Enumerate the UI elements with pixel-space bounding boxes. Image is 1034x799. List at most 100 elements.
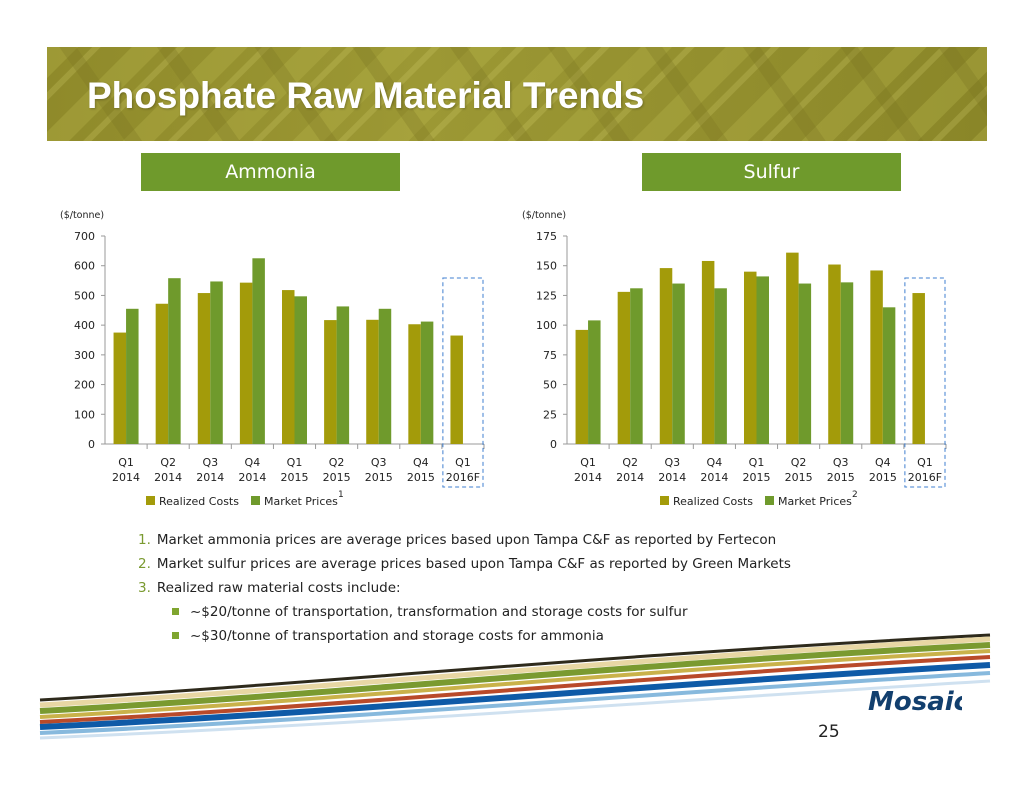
bar-realized-costs: [659, 268, 673, 444]
bar-market-prices: [672, 283, 685, 444]
bar-market-prices: [420, 321, 434, 444]
square-bullet-icon: [172, 631, 179, 639]
x-tick-label-year: 2015: [365, 471, 393, 484]
x-tick-label-year: 2014: [154, 471, 182, 484]
legend-footnote-marker: 1: [338, 490, 344, 500]
legend-label-realized: Realized Costs: [673, 495, 753, 508]
bar-realized-costs: [324, 320, 337, 444]
bar-market-prices: [840, 282, 854, 444]
banner-pattern: [47, 47, 987, 141]
x-tick-label-quarter: Q3: [833, 456, 849, 469]
bar-market-prices: [882, 307, 896, 444]
bar-realized-costs: [197, 293, 211, 444]
bar-market-prices: [756, 276, 769, 444]
x-tick-label-quarter: Q1: [118, 456, 134, 469]
legend-swatch-market: [251, 496, 260, 505]
bar-realized-costs: [408, 324, 421, 444]
footnote-text: Market sulfur prices are average prices …: [156, 556, 791, 572]
legend-swatch-realized: [660, 496, 669, 505]
bar-realized-costs: [575, 329, 589, 444]
x-tick-label-year: 2015: [323, 471, 351, 484]
x-tick-label-year: 2015: [281, 471, 309, 484]
bar-realized-costs: [744, 271, 757, 444]
y-tick-label: 200: [74, 379, 95, 392]
y-tick-label: 125: [536, 289, 557, 302]
legend-swatch-market: [765, 496, 774, 505]
ammonia-chart: ($/tonne) 0 100 200 300 400 500 600 700 Q1 2014 Q2 2…: [60, 210, 485, 508]
x-tick-label-year: 2014: [238, 471, 266, 484]
y-tick-label: 100: [74, 408, 95, 421]
legend-label-market: Market Prices: [264, 495, 338, 508]
bar-market-prices: [588, 320, 601, 444]
x-tick-label-quarter: Q4: [707, 456, 723, 469]
y-tick-label: 700: [74, 230, 95, 243]
x-tick-label-quarter: Q2: [160, 456, 176, 469]
mosaic-logo: Mosaic: [868, 687, 962, 717]
legend-label-realized: Realized Costs: [159, 495, 239, 508]
decorative-swoosh-bands: [39, 633, 991, 740]
bar-realized-costs: [113, 332, 127, 444]
ammonia-label: Ammonia: [141, 153, 400, 191]
footnote-3: 3. Realized raw material costs include:: [138, 580, 401, 596]
x-tick-label-quarter: Q4: [413, 456, 429, 469]
x-tick-label-quarter: Q3: [664, 456, 680, 469]
footnote-1: 1. Market ammonia prices are average pric…: [138, 532, 776, 548]
y-tick-label: 300: [74, 349, 95, 362]
bar-market-prices: [630, 288, 643, 444]
bar-market-prices: [126, 308, 139, 444]
x-tick-label-year: 2014: [112, 471, 140, 484]
bar-realized-costs: [786, 252, 799, 444]
x-tick-label-quarter: Q4: [245, 456, 261, 469]
bar-market-prices: [714, 288, 727, 444]
x-tick-label-year: 2014: [658, 471, 686, 484]
bar-market-prices: [378, 308, 392, 444]
footnote-number: 2.: [138, 556, 151, 572]
x-tick-label-quarter: Q1: [455, 456, 471, 469]
x-tick-label-quarter: Q2: [329, 456, 345, 469]
x-tick-label-year: 2015: [743, 471, 771, 484]
y-tick-label: 175: [536, 230, 557, 243]
x-tick-label-year: 2016F: [908, 471, 942, 484]
x-tick-label-year: 2015: [407, 471, 435, 484]
y-tick-label: 150: [536, 260, 557, 273]
bar-realized-costs: [155, 303, 169, 444]
y-tick-label: 75: [543, 349, 557, 362]
bar-market-prices: [798, 283, 812, 444]
square-bullet-icon: [172, 607, 179, 615]
bar-realized-costs: [828, 264, 841, 444]
x-tick-label-year: 2015: [869, 471, 897, 484]
x-tick-label-quarter: Q3: [371, 456, 387, 469]
slide-title: Phosphate Raw Material Trends: [87, 75, 645, 116]
y-tick-label: 25: [543, 408, 557, 421]
x-tick-label-year: 2014: [700, 471, 728, 484]
x-tick-label-quarter: Q1: [287, 456, 303, 469]
forecast-highlight-box: [442, 277, 484, 488]
bar-realized-costs: [617, 291, 631, 444]
legend-label-market: Market Prices: [778, 495, 852, 508]
bar-realized-costs: [870, 270, 883, 444]
bar-market-prices: [210, 281, 223, 444]
y-axis-label: ($/tonne): [60, 210, 104, 221]
bar-market-prices: [252, 258, 265, 444]
forecast-highlight-box: [904, 277, 946, 488]
bar-market-prices: [168, 278, 181, 444]
x-tick-label-quarter: Q4: [875, 456, 891, 469]
x-tick-label-year: 2015: [785, 471, 813, 484]
y-tick-label: 600: [74, 260, 95, 273]
title-banner: Phosphate Raw Material Trends: [47, 47, 987, 141]
y-tick-label: 500: [74, 289, 95, 302]
bar-realized-costs: [366, 319, 379, 444]
footnote-number: 3.: [138, 580, 151, 596]
page-number: 25: [818, 722, 840, 742]
bar-realized-costs: [239, 282, 253, 444]
x-tick-label-quarter: Q2: [622, 456, 638, 469]
x-tick-label-year: 2014: [616, 471, 644, 484]
bar-realized-costs: [912, 293, 925, 444]
x-tick-label-quarter: Q3: [202, 456, 218, 469]
bar-market-prices: [294, 296, 307, 444]
bar-realized-costs: [450, 335, 463, 444]
footnote-2: 2. Market sulfur prices are average price…: [138, 556, 791, 572]
y-tick-label: 400: [74, 319, 95, 332]
y-tick-label: 0: [550, 438, 557, 451]
footnote-text: Market ammonia prices are average prices…: [156, 532, 777, 548]
